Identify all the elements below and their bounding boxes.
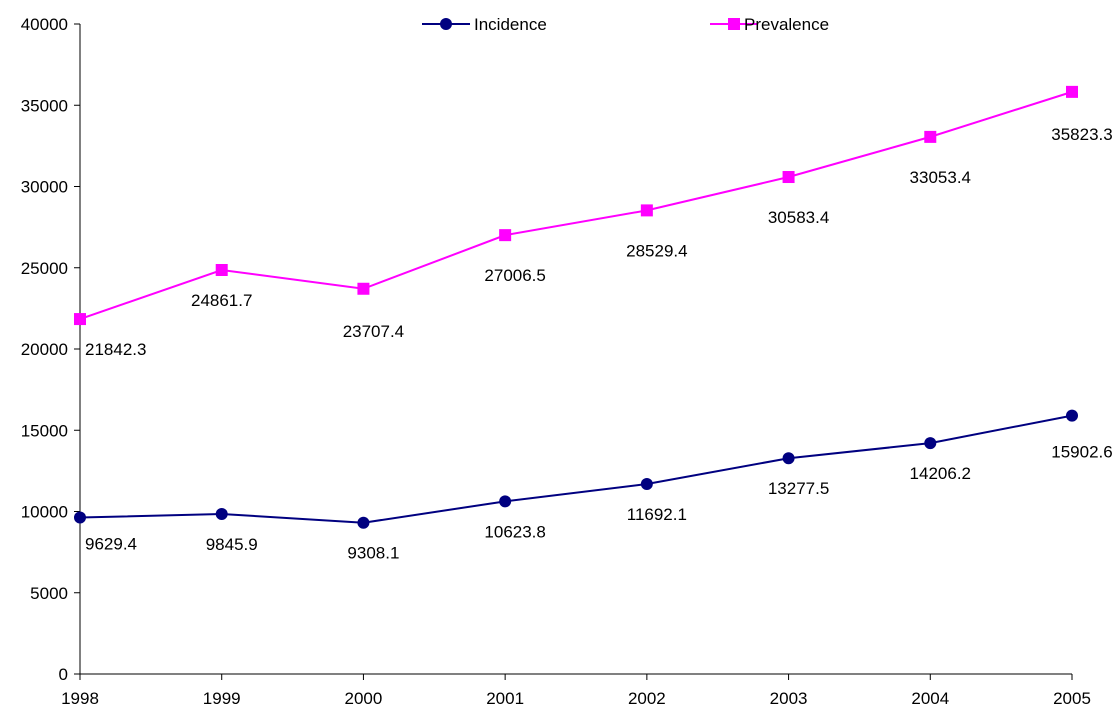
y-tick-label: 35000 <box>21 96 68 115</box>
incidence-data-label: 10623.8 <box>484 522 545 541</box>
incidence-data-label: 9629.4 <box>85 535 137 554</box>
prevalence-data-label: 30583.4 <box>768 208 829 227</box>
prevalence-point <box>1066 85 1078 98</box>
y-tick-label: 25000 <box>21 259 68 278</box>
incidence-point <box>924 437 937 450</box>
x-tick-label: 2003 <box>770 689 808 708</box>
series-incidence: 9629.4 9845.9 9308.1 10623.8 11692.1 13277.5 1… <box>74 409 1113 563</box>
legend-item-incidence: Incidence <box>422 15 547 34</box>
incidence-line <box>79 414 1073 524</box>
legend-marker-prevalence <box>728 18 740 30</box>
prevalence-data-label: 24861.7 <box>191 291 252 310</box>
y-tick-label: 5000 <box>30 584 68 603</box>
prevalence-data-label: 21842.3 <box>85 340 146 359</box>
legend-label-prevalence: Prevalence <box>744 15 829 34</box>
incidence-point <box>782 452 795 465</box>
prevalence-point <box>357 282 370 295</box>
incidence-data-label: 14206.2 <box>910 464 971 483</box>
series-prevalence: 21842.3 24861.7 23707.4 27006.5 28529.4 30583… <box>74 85 1113 359</box>
incidence-data-label: 9845.9 <box>206 535 258 554</box>
y-tick-label: 30000 <box>21 178 68 197</box>
prevalence-data-label: 27006.5 <box>484 266 545 285</box>
prevalence-point <box>924 130 937 143</box>
prevalence-data-label: 35823.3 <box>1051 125 1112 144</box>
incidence-data-label: 15902.6 <box>1051 443 1112 462</box>
y-tick-label: 20000 <box>21 340 68 359</box>
x-tick-label: 1998 <box>61 689 99 708</box>
prevalence-data-label: 28529.4 <box>626 241 687 260</box>
x-tick-label: 2005 <box>1053 689 1091 708</box>
y-tick-label: 15000 <box>21 421 68 440</box>
x-tick-label: 1999 <box>203 689 241 708</box>
axes: 0 5000 10000 15000 20000 25000 30000 35000 40000… <box>21 15 1091 708</box>
legend-item-prevalence: Prevalence <box>710 15 829 34</box>
x-tick-label: 2001 <box>486 689 524 708</box>
legend-label-incidence: Incidence <box>474 15 547 34</box>
prevalence-point <box>782 171 795 184</box>
incidence-point <box>357 516 370 529</box>
prevalence-point <box>640 204 653 217</box>
x-tick-label: 2004 <box>911 689 949 708</box>
incidence-point <box>1066 409 1078 422</box>
incidence-point <box>215 508 228 521</box>
legend: Incidence Prevalence <box>422 15 829 34</box>
x-tick-label: 2002 <box>628 689 666 708</box>
x-tick-label: 2000 <box>345 689 383 708</box>
x-axis-ticks: 1998 1999 2000 2001 2002 2003 2004 2005 <box>61 674 1091 708</box>
prevalence-data-label: 33053.4 <box>910 168 971 187</box>
incidence-point <box>499 495 512 508</box>
prevalence-point <box>74 313 86 326</box>
prevalence-point <box>499 229 512 242</box>
prevalence-point <box>215 263 228 276</box>
y-tick-label: 40000 <box>21 15 68 34</box>
incidence-data-label: 9308.1 <box>347 544 399 563</box>
series-layer: 9629.4 9845.9 9308.1 10623.8 11692.1 13277.5 1… <box>74 85 1113 563</box>
incidence-data-label: 11692.1 <box>627 505 687 524</box>
incidence-point <box>74 511 86 524</box>
prevalence-data-label: 23707.4 <box>343 322 404 341</box>
legend-marker-incidence <box>440 18 452 30</box>
y-tick-label: 0 <box>59 665 68 684</box>
y-tick-label: 10000 <box>21 503 68 522</box>
prevalence-line <box>79 90 1073 321</box>
y-axis-ticks: 0 5000 10000 15000 20000 25000 30000 35000 40000 <box>21 15 80 684</box>
incidence-point <box>640 478 653 491</box>
incidence-data-label: 13277.5 <box>768 479 829 498</box>
